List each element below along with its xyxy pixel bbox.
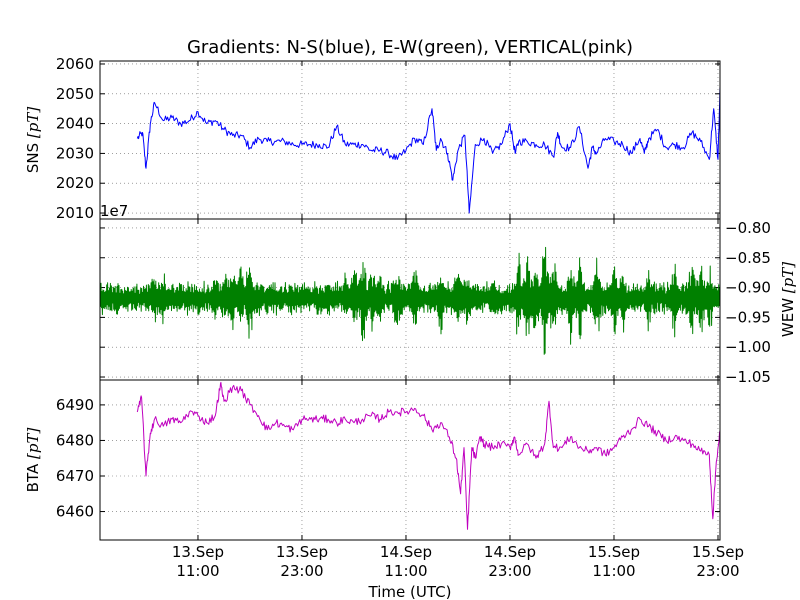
- y-tick-label: 6490: [56, 396, 94, 414]
- series-line-wew: [100, 246, 720, 355]
- x-tick-label-date: 13.Sep: [276, 543, 328, 561]
- y-tick-label: −1.00: [725, 338, 771, 356]
- x-axis: 13.Sep11:0013.Sep23:0014.Sep11:0014.Sep2…: [172, 543, 744, 580]
- y-tick-label: 6480: [56, 431, 94, 449]
- y-tick-label: 6460: [56, 503, 94, 521]
- x-tick-label-time: 11:00: [384, 562, 427, 580]
- x-tick-label-date: 14.Sep: [380, 543, 432, 561]
- y-axis-label-bta: BTA [pT]: [24, 428, 42, 493]
- axes-frame: [99, 379, 721, 541]
- y-axis-label-name: SNS: [24, 138, 42, 173]
- y-tick-label: 2060: [56, 55, 94, 73]
- panel-bta: 6460 6470 6480 6490 BTA [pT]: [24, 379, 721, 541]
- y-axis-label-unit: [pT]: [779, 262, 797, 293]
- y-axis-label-unit: [pT]: [24, 428, 42, 459]
- y-axis-label-wew: WEW [pT]: [779, 262, 797, 337]
- y-offset-text: 1e7: [100, 202, 128, 220]
- y-tick-label: 2020: [56, 174, 94, 192]
- chart-title: Gradients: N-S(blue), E-W(green), VERTIC…: [187, 37, 633, 58]
- y-tick-label: 2010: [56, 204, 94, 222]
- y-tick-label: 2040: [56, 115, 94, 133]
- y-tick-label: 6470: [56, 467, 94, 485]
- y-axis-label-name: BTA: [24, 459, 42, 492]
- y-tick-label: −0.80: [725, 219, 771, 237]
- x-tick-label-time: 23:00: [280, 562, 323, 580]
- y-tick-label: −0.85: [725, 249, 771, 267]
- panel-wew: −0.80 −0.85 −0.90 −0.95 −1.00 −1.05 WEW [pT]: [99, 218, 797, 386]
- y-tick-label: −0.90: [725, 279, 771, 297]
- x-tick-label-date: 14.Sep: [484, 543, 536, 561]
- y-axis-label-unit: [pT]: [24, 107, 42, 138]
- panel-sns: 2010 2020 2030 2040 2050 2060 SNS [pT] 1e7: [24, 55, 721, 222]
- x-axis-label: Time (UTC): [368, 583, 452, 600]
- series-line-sns: [136, 73, 720, 214]
- x-tick-label-date: 15.Sep: [692, 543, 744, 561]
- y-axis-label-name: WEW: [779, 293, 797, 337]
- x-tick-label-time: 11:00: [176, 562, 219, 580]
- x-tick-label-date: 13.Sep: [172, 543, 224, 561]
- x-tick-label-time: 23:00: [696, 562, 739, 580]
- y-tick-label: −1.05: [725, 368, 771, 386]
- x-tick-label-time: 11:00: [592, 562, 635, 580]
- x-tick-label-time: 23:00: [488, 562, 531, 580]
- y-tick-label: 2030: [56, 144, 94, 162]
- axes-frame: [99, 60, 721, 220]
- y-tick-label: −0.95: [725, 308, 771, 326]
- y-tick-label: 2050: [56, 85, 94, 103]
- series-line-bta: [136, 381, 720, 530]
- y-axis-label-sns: SNS [pT]: [24, 107, 42, 174]
- x-tick-label-date: 15.Sep: [588, 543, 640, 561]
